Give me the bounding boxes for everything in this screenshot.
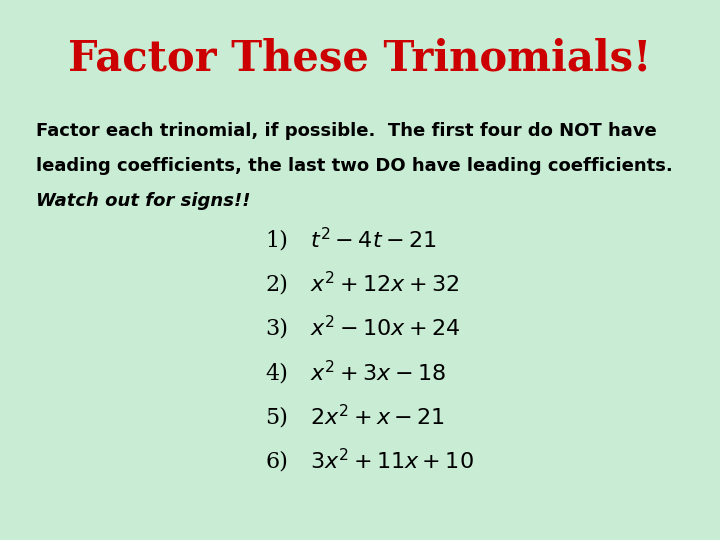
Text: $t^2 - 4t - 21$: $t^2 - 4t - 21$ (310, 228, 436, 253)
Text: $3x^2 + 11x + 10$: $3x^2 + 11x + 10$ (310, 449, 474, 474)
Text: 5): 5) (265, 407, 288, 428)
Text: 2): 2) (265, 274, 288, 295)
Text: 1): 1) (265, 230, 288, 251)
Text: $2x^2 + x - 21$: $2x^2 + x - 21$ (310, 405, 444, 430)
Text: leading coefficients, the last two DO have leading coefficients.: leading coefficients, the last two DO ha… (36, 157, 672, 174)
Text: Watch out for signs!!: Watch out for signs!! (36, 192, 251, 210)
Text: Factor These Trinomials!: Factor These Trinomials! (68, 38, 652, 80)
Text: 6): 6) (265, 451, 288, 472)
Text: 3): 3) (265, 318, 288, 340)
Text: $x^2 -10x + 24$: $x^2 -10x + 24$ (310, 316, 460, 341)
Text: Factor each trinomial, if possible.  The first four do NOT have: Factor each trinomial, if possible. The … (36, 122, 657, 139)
Text: $x^2 + 12x + 32$: $x^2 + 12x + 32$ (310, 272, 459, 297)
Text: $x^2 + 3x - 18$: $x^2 + 3x - 18$ (310, 361, 446, 386)
Text: 4): 4) (265, 362, 288, 384)
